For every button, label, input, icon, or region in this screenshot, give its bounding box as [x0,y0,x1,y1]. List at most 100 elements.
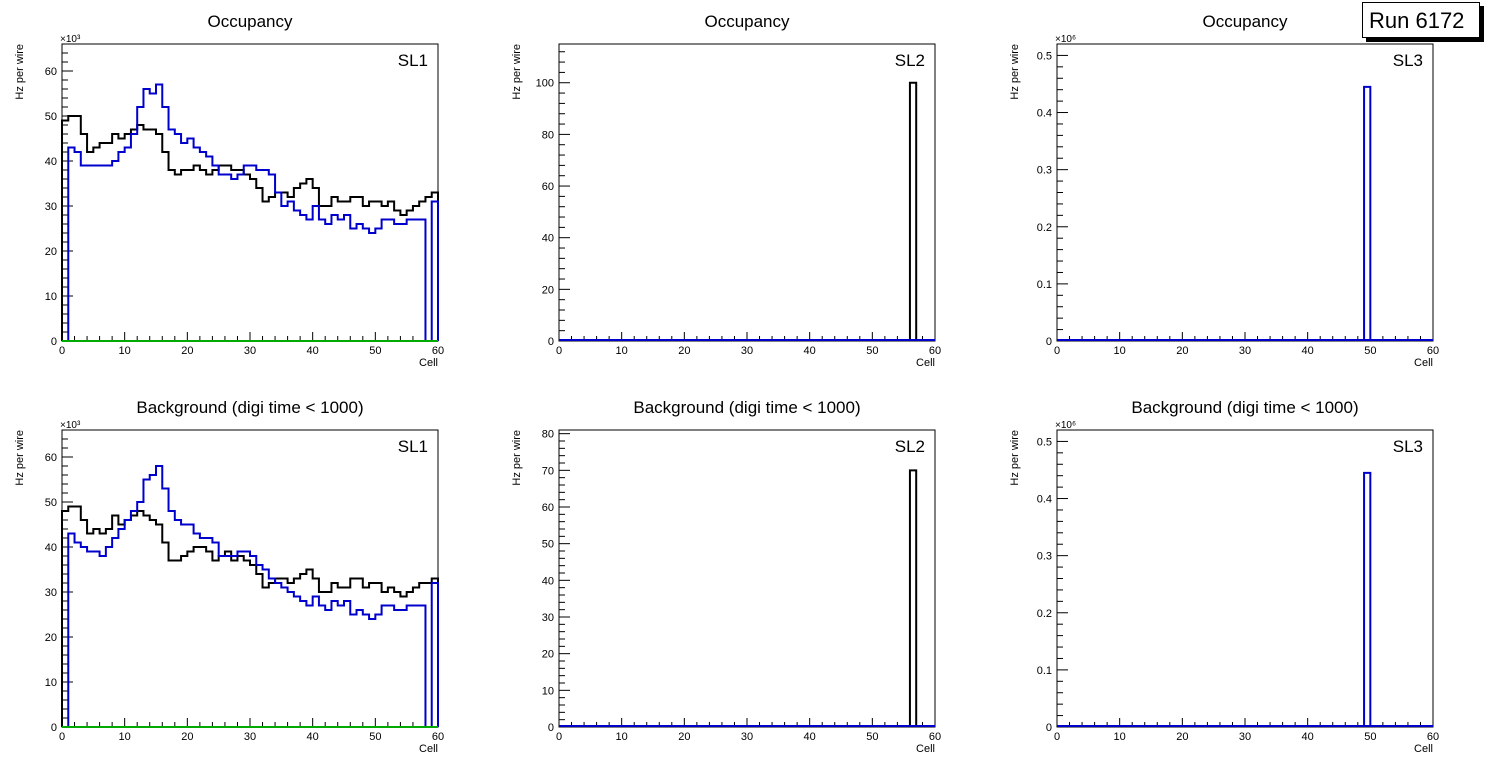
x-tick-label: 60 [432,345,444,357]
y-tick-label: 10 [45,677,57,689]
chart-title: Occupancy [207,12,293,31]
x-tick-label: 50 [1364,345,1376,357]
y-tick-label: 80 [542,429,554,441]
chart-panel-2: Occupancy SL2 Cell Hz per wire 0 10 20 30 40 50 60… [511,12,941,369]
x-tick-label: 40 [804,345,816,357]
chart-panel-5: Background (digi time < 1000) SL2 Cell Hz p… [511,398,941,755]
x-axis-label: Cell [1414,357,1433,369]
y-tick-label: 50 [45,111,57,123]
x-axis-label: Cell [1414,743,1433,755]
x-tick-label: 10 [1114,345,1126,357]
y-tick-label: 0.2 [1037,608,1052,620]
x-tick-label: 40 [1302,345,1314,357]
y-tick-label: 50 [542,539,554,551]
y-tick-label: 40 [45,156,57,168]
y-tick-label: 80 [542,129,554,141]
y-tick-label: 40 [542,575,554,587]
plot-frame [61,429,439,728]
y-tick-label: 0.2 [1037,222,1052,234]
y-tick-label: 0 [548,722,554,734]
series-blue-spike [1363,85,1372,341]
y-axis-label: Hz per wire [14,430,26,486]
y-tick-label: 40 [45,542,57,554]
series-blue-spike [1363,471,1372,727]
x-tick-label: 10 [616,731,628,743]
y-tick-label: 30 [542,612,554,624]
x-axis-label: Cell [419,357,438,369]
y-axis-label: Hz per wire [511,44,523,100]
plot-frame [61,43,439,342]
x-tick-label: 40 [307,345,319,357]
x-tick-label: 10 [616,345,628,357]
y-tick-label: 60 [542,502,554,514]
x-axis-label: Cell [916,743,935,755]
y-exponent-label: ×10³ [60,34,81,45]
x-tick-label: 0 [1054,731,1060,743]
y-tick-label: 0 [51,336,57,348]
x-tick-label: 20 [181,731,193,743]
y-tick-label: 0.4 [1037,108,1052,120]
chart-panel-6: Background (digi time < 1000) SL3 Cell Hz p… [1009,398,1439,755]
y-tick-label: 0.3 [1037,165,1052,177]
y-axis-label: Hz per wire [511,430,523,486]
x-tick-label: 60 [929,345,941,357]
series-black-spike [908,469,918,727]
series-blue-histogram [62,465,439,728]
x-axis-label: Cell [916,357,935,369]
y-tick-label: 0 [548,336,554,348]
chart-panel-4: Background (digi time < 1000) SL1 Cell Hz p… [14,398,444,755]
y-tick-label: 0.5 [1037,436,1052,448]
y-tick-label: 0.4 [1037,494,1052,506]
x-tick-label: 0 [59,731,65,743]
chart-title: Occupancy [1202,12,1288,31]
plot-frame [558,43,936,342]
x-tick-label: 20 [678,731,690,743]
y-tick-label: 0 [51,722,57,734]
x-tick-label: 10 [119,731,131,743]
y-tick-label: 60 [542,181,554,193]
panel-label: SL3 [1393,437,1423,456]
x-tick-label: 50 [866,731,878,743]
y-tick-label: 0.3 [1037,551,1052,563]
series-black-histogram [61,505,439,727]
y-tick-label: 0.1 [1037,665,1052,677]
x-axis-label: Cell [419,743,438,755]
y-tick-label: 20 [45,632,57,644]
x-tick-label: 30 [741,345,753,357]
y-tick-label: 100 [536,78,554,90]
y-tick-label: 30 [45,201,57,213]
x-tick-label: 20 [181,345,193,357]
x-tick-label: 0 [556,731,562,743]
chart-title: Background (digi time < 1000) [1131,398,1358,417]
y-exponent-label: ×10⁶ [1055,34,1076,45]
panel-label: SL3 [1393,51,1423,70]
x-tick-label: 40 [804,731,816,743]
chart-title: Occupancy [704,12,790,31]
x-tick-label: 50 [866,345,878,357]
x-tick-label: 50 [1364,731,1376,743]
plot-frame [1056,429,1434,728]
x-tick-label: 20 [678,345,690,357]
chart-panel-1: Occupancy SL1 Cell Hz per wire ×10³ 0 10 20 30 40… [14,12,444,369]
y-exponent-label: ×10³ [60,420,81,431]
plot-frame [558,429,936,728]
x-tick-label: 50 [369,731,381,743]
x-tick-label: 50 [369,345,381,357]
x-tick-label: 10 [1114,731,1126,743]
chart-title: Background (digi time < 1000) [136,398,363,417]
x-tick-label: 30 [1239,731,1251,743]
x-tick-label: 40 [307,731,319,743]
y-exponent-label: ×10⁶ [1055,420,1076,431]
y-tick-label: 70 [542,465,554,477]
x-tick-label: 10 [119,345,131,357]
series-black-spike [908,81,918,341]
chart-title: Background (digi time < 1000) [633,398,860,417]
x-tick-label: 30 [244,345,256,357]
x-tick-label: 20 [1176,731,1188,743]
run-number-box: Run 6172 [1362,2,1480,38]
panel-label: SL1 [398,51,428,70]
x-tick-label: 60 [432,731,444,743]
panel-label: SL2 [895,437,925,456]
y-tick-label: 20 [45,246,57,258]
panel-label: SL2 [895,51,925,70]
